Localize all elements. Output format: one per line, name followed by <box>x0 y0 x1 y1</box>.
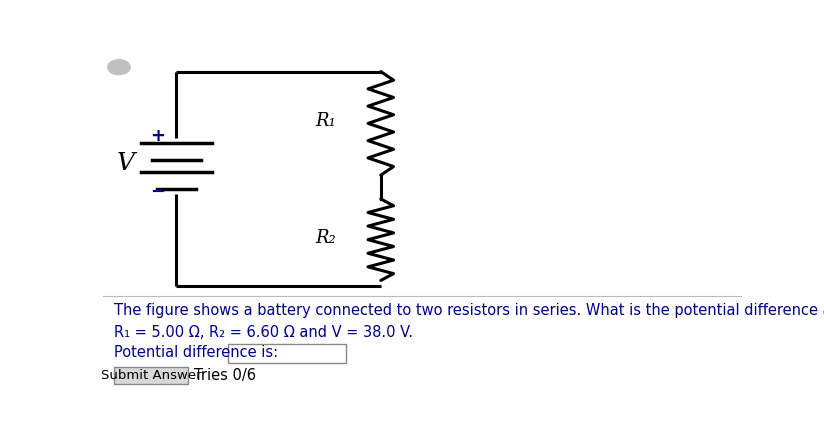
Text: Submit Answer: Submit Answer <box>101 369 202 382</box>
Ellipse shape <box>108 60 130 75</box>
Text: −: − <box>150 183 165 201</box>
Text: R₂: R₂ <box>316 229 336 247</box>
Text: R₁ = 5.00 Ω, R₂ = 6.60 Ω and V = 38.0 V.: R₁ = 5.00 Ω, R₂ = 6.60 Ω and V = 38.0 V. <box>115 325 414 340</box>
Text: R₁: R₁ <box>316 112 336 130</box>
Text: The figure shows a battery connected to two resistors in series. What is the pot: The figure shows a battery connected to … <box>115 303 824 318</box>
Text: Potential difference is:: Potential difference is: <box>115 345 279 360</box>
FancyBboxPatch shape <box>115 367 188 384</box>
Text: V: V <box>116 152 134 175</box>
FancyBboxPatch shape <box>227 344 346 363</box>
Text: +: + <box>150 127 165 145</box>
Text: Tries 0/6: Tries 0/6 <box>194 368 255 383</box>
